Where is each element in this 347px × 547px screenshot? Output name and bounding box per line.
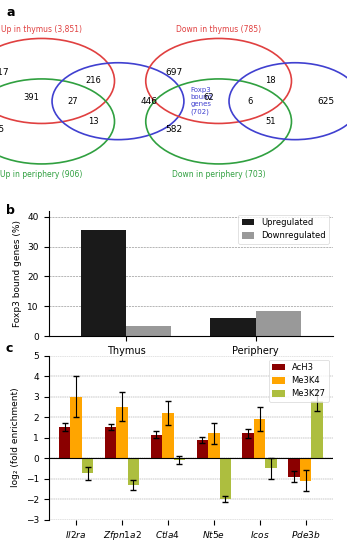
Text: 475: 475 — [0, 125, 5, 134]
Bar — [116, 407, 128, 458]
Bar — [126, 326, 171, 336]
Legend: Upregulated, Downregulated: Upregulated, Downregulated — [238, 215, 329, 243]
Bar — [300, 458, 311, 481]
Text: 697: 697 — [165, 68, 182, 77]
Bar — [220, 458, 231, 499]
Text: c: c — [6, 342, 13, 356]
Text: Down in periphery (703): Down in periphery (703) — [172, 170, 265, 179]
Bar — [59, 427, 70, 458]
Text: 13: 13 — [88, 117, 99, 126]
Bar — [162, 413, 174, 458]
Bar — [311, 400, 323, 458]
Bar — [174, 458, 185, 460]
Bar — [82, 458, 93, 474]
Text: a: a — [7, 6, 15, 19]
Text: 446: 446 — [141, 97, 158, 106]
Bar — [105, 427, 116, 458]
Text: 391: 391 — [23, 92, 39, 102]
Bar — [255, 311, 301, 336]
Text: b: b — [6, 205, 15, 217]
Bar — [210, 318, 255, 336]
Text: 625: 625 — [318, 97, 335, 106]
Text: Up in thymus (3,851): Up in thymus (3,851) — [1, 25, 82, 34]
Bar — [208, 433, 220, 458]
Text: Down in thymus (785): Down in thymus (785) — [176, 25, 261, 34]
Text: 582: 582 — [165, 125, 182, 134]
Y-axis label: Foxp3 bound genes (%): Foxp3 bound genes (%) — [13, 220, 22, 327]
Text: 18: 18 — [265, 77, 276, 85]
Text: 62: 62 — [203, 92, 213, 102]
Bar — [128, 458, 139, 485]
Bar — [243, 433, 254, 458]
Y-axis label: log₂ (fold enrichment): log₂ (fold enrichment) — [11, 388, 20, 487]
Text: Foxp3
bound
genes
(702): Foxp3 bound genes (702) — [191, 88, 213, 115]
Text: 27: 27 — [68, 97, 78, 106]
Bar — [288, 458, 300, 476]
Text: Up in periphery (906): Up in periphery (906) — [0, 170, 83, 179]
Text: 3,217: 3,217 — [0, 68, 9, 77]
Bar — [265, 458, 277, 468]
Text: 51: 51 — [265, 117, 276, 126]
Legend: AcH3, Me3K4, Me3K27: AcH3, Me3K4, Me3K27 — [269, 360, 329, 401]
Bar — [151, 434, 162, 458]
Bar — [70, 397, 82, 458]
Text: 216: 216 — [86, 77, 102, 85]
Bar — [254, 419, 265, 458]
Text: 6: 6 — [247, 97, 253, 106]
Bar — [197, 440, 208, 458]
Bar — [81, 230, 126, 336]
